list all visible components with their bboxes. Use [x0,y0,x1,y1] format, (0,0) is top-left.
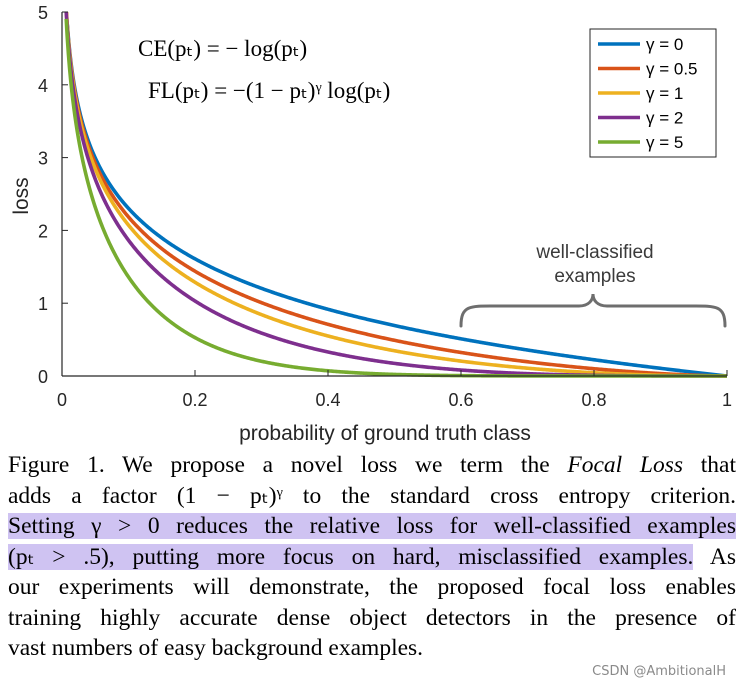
legend-items: γ = 0 γ = 0.5 γ = 1 γ = 2 γ = 5 [598,35,698,152]
bracket-label-line2: examples [554,266,635,287]
watermark: CSDN @AmbitionalH [592,664,726,679]
x-tick-label-0: 0 [57,390,67,410]
x-tick-label-2: 0.4 [315,390,340,410]
tick-marks [61,11,728,377]
y-tick-label-1: 1 [38,294,48,314]
figure-caption: Figure 1. We propose a novel loss we ter… [8,450,736,664]
legend-label-3: γ = 2 [646,109,683,128]
series-line-1 [64,12,728,378]
caption-line-3: Setting γ > 0 reduces the relative loss … [8,511,736,542]
caption-line-1: Figure 1. We propose a novel loss we ter… [8,450,736,481]
legend-label-2: γ = 1 [646,84,683,103]
caption-line-4: (pₜ > .5), putting more focus on hard, m… [8,542,736,573]
x-tick-labels: 0 0.2 0.4 0.6 0.8 1 [57,390,732,410]
x-tick-label-5: 1 [722,390,732,410]
x-tick-label-3: 0.6 [448,390,473,410]
y-tick-label-4: 4 [38,76,48,96]
y-tick-label-0: 0 [38,367,48,387]
bracket-label-line1: well-classified [535,242,653,263]
caption-line-7: vast numbers of easy background examples… [8,635,424,661]
y-tick-label-3: 3 [38,149,48,169]
caption-focal-loss: Focal Loss [567,452,684,478]
y-tick-label-5: 5 [38,3,48,23]
caption-line-5: our experiments will demonstrate, the pr… [8,574,736,600]
caption-after-focal: that [683,452,736,478]
x-tick-label-4: 0.8 [581,390,606,410]
formula-ce: CE(pₜ) = − log(pₜ) [138,36,307,61]
well-classified-bracket [459,293,727,328]
caption-prefix: Figure 1. We propose a novel loss we ter… [8,452,568,478]
legend: γ = 0 γ = 0.5 γ = 1 γ = 2 γ = 5 [589,28,717,158]
legend-label-4: γ = 5 [646,133,683,152]
legend-label-1: γ = 0.5 [646,60,698,79]
caption-highlight-2: (pₜ > .5), putting more focus on hard, m… [8,543,694,570]
caption-highlight-1: Setting γ > 0 reduces the relative loss … [8,513,736,539]
axes [61,12,727,377]
caption-line-2: adds a factor (1 − pₜ)ᵞ to the standard … [8,482,736,509]
series-line-2 [64,12,728,378]
y-axis-label: loss [10,177,33,214]
focal-loss-chart: 0 0.2 0.4 0.6 0.8 1 0 1 2 3 4 5 probability of gro… [10,3,732,445]
y-tick-labels: 0 1 2 3 4 5 [38,3,48,387]
x-tick-label-1: 0.2 [182,390,207,410]
legend-label-0: γ = 0 [646,35,683,54]
caption-line-6: training highly accurate dense object de… [8,604,736,631]
formula-fl: FL(pₜ) = −(1 − pₜ)ᵞ log(pₜ) [148,78,390,103]
caption-after-highlight: As [693,543,736,570]
x-axis-label: probability of ground truth class [239,422,531,445]
y-tick-label-2: 2 [38,221,48,241]
series-line-0 [65,24,728,378]
